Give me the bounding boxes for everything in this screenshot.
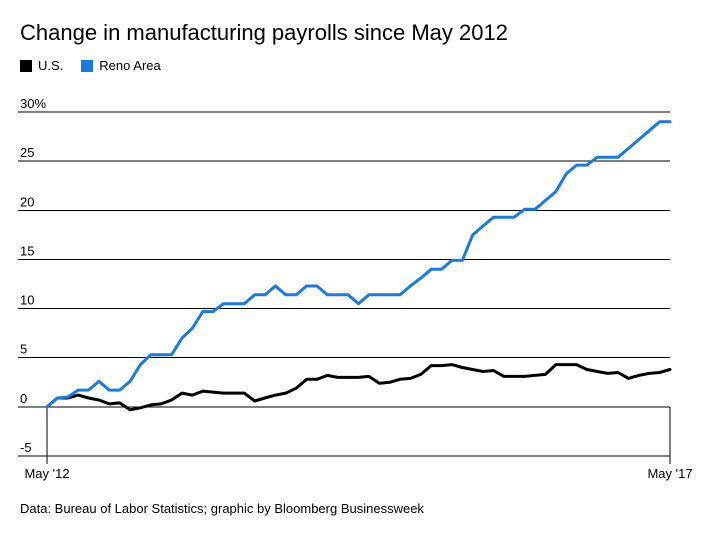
y-tick-label: 0 (20, 391, 27, 406)
legend-item-us: U.S. (20, 58, 63, 73)
legend: U.S. Reno Area (20, 58, 161, 73)
y-tick-label: 5 (20, 342, 27, 357)
chart-title: Change in manufacturing payrolls since M… (20, 20, 508, 45)
y-tick-label: 30% (20, 96, 46, 111)
legend-item-reno: Reno Area (81, 58, 161, 73)
series-line-reno (45, 120, 672, 409)
legend-label-us: U.S. (38, 58, 64, 73)
series-line-us (45, 363, 672, 412)
legend-swatch-reno (81, 59, 94, 72)
source-note: Data: Bureau of Labor Statistics; graphi… (20, 501, 424, 516)
y-tick-label: 20 (20, 194, 34, 209)
y-tick-label: 10 (20, 293, 34, 308)
y-tick-label: 25 (20, 145, 34, 160)
legend-swatch-us (20, 59, 32, 72)
y-tick-label: 15 (20, 243, 34, 258)
x-tick-label: May '12 (24, 466, 69, 481)
legend-label-reno: Reno Area (99, 58, 161, 73)
y-tick-label: -5 (20, 440, 32, 455)
x-tick-label: May '17 (647, 466, 692, 481)
